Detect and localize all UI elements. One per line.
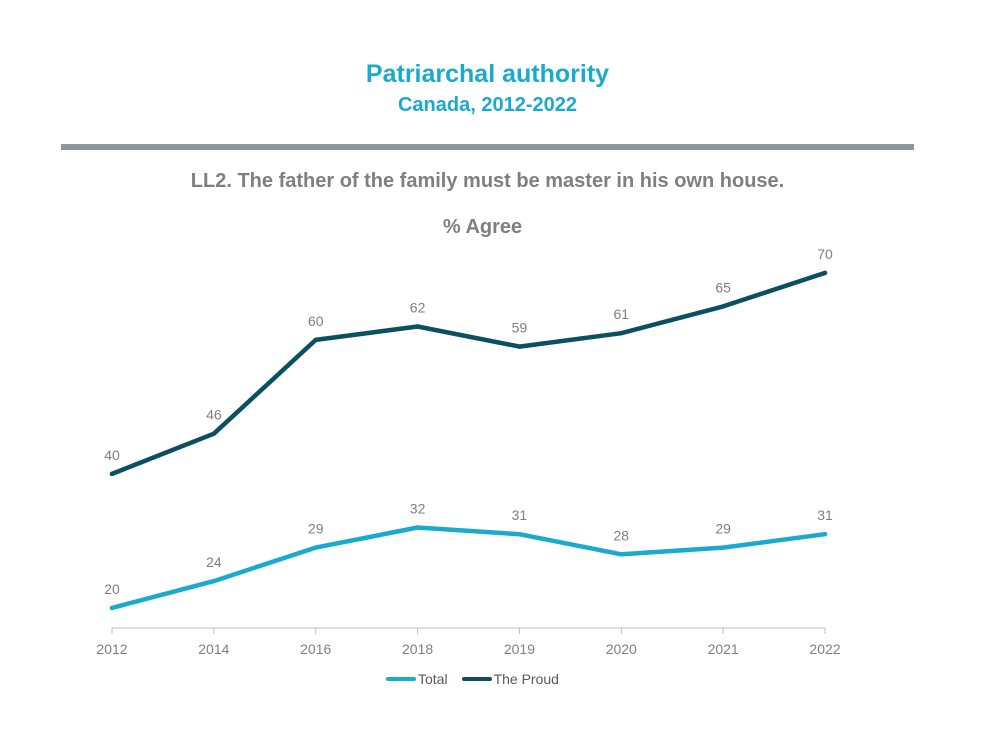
measure-label: % Agree [442, 216, 523, 238]
data-point-total [415, 525, 420, 530]
data-label-total: 32 [410, 501, 426, 517]
data-label-the-proud: 61 [613, 306, 629, 322]
series-line-the-proud [109, 270, 828, 477]
chart-subtitle: Canada, 2012-2022 [397, 94, 577, 116]
data-point-total [720, 545, 726, 550]
data-labels: 20 24 29 32 31 28 29 31 40 46 60 62 59 61 65 70 [104, 246, 833, 597]
data-point-the-proud [109, 471, 115, 477]
data-point-the-proud [720, 304, 726, 309]
x-tick-label: 2016 [300, 641, 331, 657]
data-point-the-proud [415, 324, 420, 329]
legend-label-total: Total [418, 671, 448, 687]
data-label-the-proud: 46 [206, 407, 222, 423]
data-label-total: 24 [206, 554, 222, 570]
data-label-total: 28 [613, 527, 629, 543]
data-label-the-proud: 65 [715, 279, 731, 295]
data-label-total: 29 [715, 521, 731, 537]
data-point-total [517, 532, 522, 537]
x-tick-label: 2012 [96, 641, 127, 657]
data-label-the-proud: 70 [817, 246, 833, 262]
data-point-total [211, 578, 217, 584]
legend-swatch-total [386, 677, 416, 681]
data-point-the-proud [822, 270, 828, 276]
chart-title: Patriarchal authority [365, 60, 610, 88]
series-line-total [109, 525, 828, 611]
data-point-the-proud [313, 337, 318, 343]
data-point-the-proud [619, 331, 624, 336]
x-tick-label: 2019 [504, 641, 535, 657]
legend: Total The Proud [386, 671, 573, 687]
legend-item-the-proud: The Proud [461, 671, 559, 687]
data-point-total [822, 532, 828, 537]
data-label-the-proud: 60 [308, 313, 324, 329]
x-tick-label: 2020 [606, 641, 637, 657]
legend-item-total: Total [386, 671, 448, 687]
data-point-total [619, 552, 624, 557]
x-axis: 2012 2014 2016 2018 2019 2020 2021 2022 [96, 627, 841, 657]
legend-swatch-the-proud [461, 677, 492, 681]
data-point-the-proud [517, 344, 522, 349]
question-text: LL2. The father of the family must be ma… [190, 170, 785, 192]
x-tick-label: 2014 [198, 641, 229, 657]
series-layer [109, 270, 828, 611]
data-point-total [313, 545, 318, 550]
data-label-total: 20 [104, 581, 120, 597]
data-label-total: 29 [308, 521, 324, 537]
legend-label-the-proud: The Proud [493, 671, 559, 687]
x-tick-label: 2018 [402, 641, 433, 657]
header-divider [61, 144, 914, 150]
data-label-total: 31 [512, 507, 528, 523]
data-point-the-proud [211, 431, 217, 436]
data-label-the-proud: 40 [104, 447, 120, 463]
data-label-total: 31 [817, 507, 833, 523]
data-point-total [109, 605, 115, 611]
data-label-the-proud: 59 [512, 320, 528, 336]
data-label-the-proud: 62 [410, 300, 426, 316]
x-tick-label: 2022 [809, 641, 840, 657]
x-tick-label: 2021 [708, 641, 739, 657]
